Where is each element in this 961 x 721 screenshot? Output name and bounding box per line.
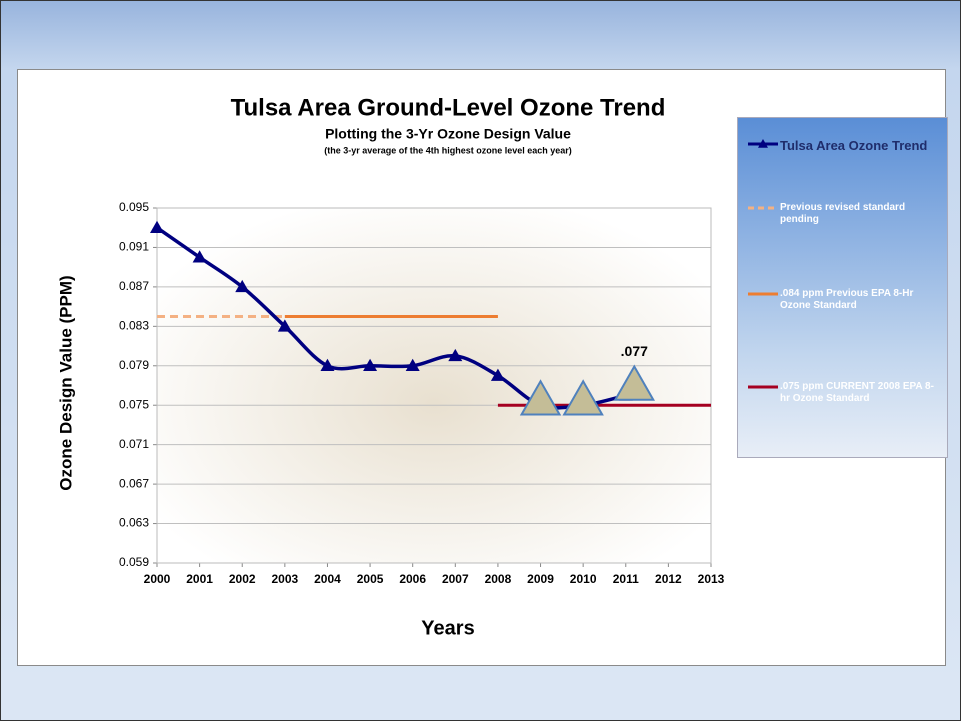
legend: Tulsa Area Ozone Trend Previous revised s… [737,117,948,458]
plot-background [157,208,711,563]
legend-entry: .075 ppm CURRENT 2008 EPA 8-hr Ozone Sta… [748,381,943,405]
legend-entry: Tulsa Area Ozone Trend [748,138,943,153]
y-tick-label: 0.095 [119,200,149,214]
x-tick-label: 2001 [186,572,213,586]
point [192,250,207,263]
legend-entry: .084 ppm Previous EPA 8-Hr Ozone Standar… [748,288,943,312]
x-tick-label: 2003 [271,572,298,586]
legend-label: .084 ppm Previous EPA 8-Hr Ozone Standar… [780,288,914,311]
legend-label: .075 ppm CURRENT 2008 EPA 8-hr Ozone Sta… [780,381,934,404]
highlight-marker [519,379,562,416]
x-tick-label: 2000 [144,572,171,586]
point [405,358,420,372]
point [277,319,292,332]
point [363,358,378,372]
legend-swatch [748,292,778,296]
x-tick-label: 2011 [613,572,639,586]
y-tick-label: 0.091 [119,240,149,254]
x-axis-label: Years [421,617,474,639]
x-tick-label: 2012 [655,572,682,586]
x-tick-label: 2005 [357,572,384,586]
y-axis-label: Ozone Design Value (PPM) [56,275,75,490]
point [320,358,335,372]
x-tick-label: 2009 [527,572,554,586]
point [448,348,463,362]
point [150,220,164,233]
legend-swatch [748,385,778,389]
y-tick-label: 0.067 [119,476,149,490]
plot-frame [156,207,712,564]
y-tick-label: 0.079 [119,358,149,372]
x-tick-label: 2002 [229,572,256,586]
x-tick-label: 2006 [399,572,426,586]
x-tick-label: 2010 [570,572,597,586]
point [235,279,250,293]
legend-swatch [748,139,778,148]
legend-marker [758,139,768,148]
y-tick-label: 0.083 [119,319,149,333]
y-tick-label: 0.059 [119,555,149,569]
y-tick-label: 0.087 [119,279,149,293]
legend-label: Tulsa Area Ozone Trend [780,138,928,153]
chart-note: (the 3-yr average of the 4th highest ozo… [324,145,572,155]
legend-swatch [748,206,778,210]
legend-entry: Previous revised standard pending [748,202,943,226]
highlight-marker [562,379,604,416]
y-tick-label: 0.071 [119,437,149,451]
point [490,368,505,381]
x-tick-label: 2013 [698,572,725,586]
chart-title: Tulsa Area Ground-Level Ozone Trend [231,94,666,121]
x-tick-label: 2007 [442,572,469,586]
chart-subtitle: Plotting the 3-Yr Ozone Design Value [325,126,571,142]
y-tick-label: 0.063 [119,516,149,530]
x-tick-label: 2004 [314,572,341,586]
x-tick-label: 2008 [485,572,512,586]
y-tick-label: 0.075 [119,397,149,411]
data-label: .077 [621,343,648,359]
highlight-marker [613,364,656,401]
legend-label: Previous revised standard pending [780,202,906,225]
